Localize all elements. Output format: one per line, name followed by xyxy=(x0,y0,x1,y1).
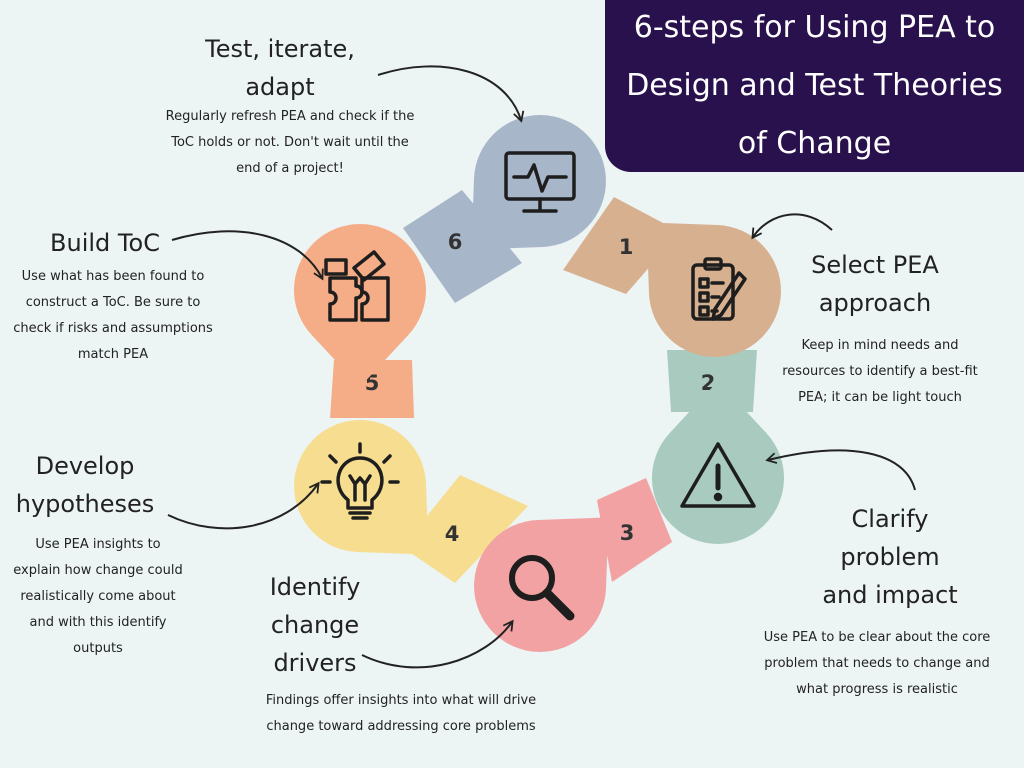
step5-heading: Build ToC xyxy=(40,224,170,262)
step5-description-line: match PEA xyxy=(77,347,149,362)
step6-description: Regularly refresh PEA and check if the T… xyxy=(150,104,430,182)
step5-heading-line: Build ToC xyxy=(50,229,160,257)
checklist-pen-icon xyxy=(691,257,747,321)
step4-description-line: explain how change could xyxy=(13,563,183,578)
step3-description-line: change toward addressing core problems xyxy=(266,719,536,734)
step2-heading: Clarify problem and impact xyxy=(815,500,965,614)
step6-heading-line: adapt xyxy=(245,73,315,101)
step5-description-line: check if risks and assumptions xyxy=(13,321,213,336)
step6-heading: Test, iterate, adapt xyxy=(205,30,355,106)
step-node xyxy=(474,517,609,652)
step4-description-line: Use PEA insights to xyxy=(35,537,161,552)
step-node xyxy=(294,420,429,555)
warning-triangle-icon xyxy=(680,442,756,508)
step6-description-line: Regularly refresh PEA and check if the xyxy=(165,109,415,124)
step3-heading: Identify change drivers xyxy=(250,568,380,682)
step3-heading-line: change xyxy=(270,611,360,639)
step1-description-line: PEA; it can be light touch xyxy=(798,390,962,405)
step2-heading-line: problem xyxy=(840,543,940,571)
connector-band xyxy=(563,197,680,294)
step1-description-line: resources to identify a best-fit xyxy=(782,364,978,379)
step4-heading-line: Develop xyxy=(35,452,135,480)
step1-heading-line: Select PEA xyxy=(811,251,939,279)
callout-arrows xyxy=(167,65,916,669)
step1-description: Keep in mind needs and resources to iden… xyxy=(770,333,990,411)
arrow-step5 xyxy=(171,230,324,281)
step4-heading: Develop hypotheses xyxy=(10,447,160,523)
arrow-step6 xyxy=(377,65,525,123)
step-node xyxy=(646,222,781,357)
step2-heading-line: and impact xyxy=(822,581,958,609)
step4-description: Use PEA insights to explain how change c… xyxy=(0,532,196,662)
step3-heading-line: Identify xyxy=(269,573,361,601)
step6-heading-line: Test, iterate, xyxy=(205,35,355,63)
step-number: 3 xyxy=(620,521,635,545)
step2-description-line: what progress is realistic xyxy=(796,682,958,697)
connector-band xyxy=(597,478,672,582)
step2-description: Use PEA to be clear about the core probl… xyxy=(742,625,1012,703)
arrow-step2 xyxy=(765,449,916,491)
title-line-2: Design and Test Theories xyxy=(626,68,1003,103)
step4-description-line: outputs xyxy=(73,641,123,656)
step-number: 4 xyxy=(445,522,460,546)
step5-description-line: Use what has been found to xyxy=(21,269,205,284)
puzzle-icon xyxy=(324,250,390,322)
arrow-step1 xyxy=(751,213,833,240)
step3-description: Findings offer insights into what will d… xyxy=(236,688,566,740)
step1-heading-line: approach xyxy=(818,289,932,317)
step2-heading-line: Clarify xyxy=(851,505,929,533)
step1-heading: Select PEA approach xyxy=(800,246,950,322)
step3-heading-line: drivers xyxy=(273,649,357,677)
step-number: 1 xyxy=(619,235,634,259)
connector-band xyxy=(402,475,528,583)
title-line-1: 6-steps for Using PEA to xyxy=(633,10,996,45)
step6-description-line: end of a project! xyxy=(236,161,344,176)
magnifier-icon xyxy=(509,555,575,621)
step6-description-line: ToC holds or not. Don't wait until the xyxy=(171,135,409,150)
step-number: 6 xyxy=(448,230,463,254)
arrow-step3 xyxy=(361,619,514,669)
step2-description-line: Use PEA to be clear about the core xyxy=(763,630,991,645)
monitor-pulse-icon xyxy=(504,151,576,213)
step5-description: Use what has been found to construct a T… xyxy=(0,264,226,368)
step5-description-line: construct a ToC. Be sure to xyxy=(25,295,201,310)
step4-description-line: realistically come about xyxy=(20,589,176,604)
arrow-step4 xyxy=(167,481,320,530)
step2-description-line: problem that needs to change and xyxy=(764,656,990,671)
connector-band xyxy=(403,190,522,303)
step1-description-line: Keep in mind needs and xyxy=(801,338,959,353)
step4-heading-line: hypotheses xyxy=(15,490,155,518)
title-banner: 6-steps for Using PEA to Design and Test… xyxy=(605,0,1024,172)
step4-description-line: and with this identify xyxy=(29,615,167,630)
connector-band xyxy=(667,350,757,412)
lightbulb-icon xyxy=(320,442,400,520)
title-line-3: of Change xyxy=(737,126,892,161)
step3-description-line: Findings offer insights into what will d… xyxy=(265,693,537,708)
